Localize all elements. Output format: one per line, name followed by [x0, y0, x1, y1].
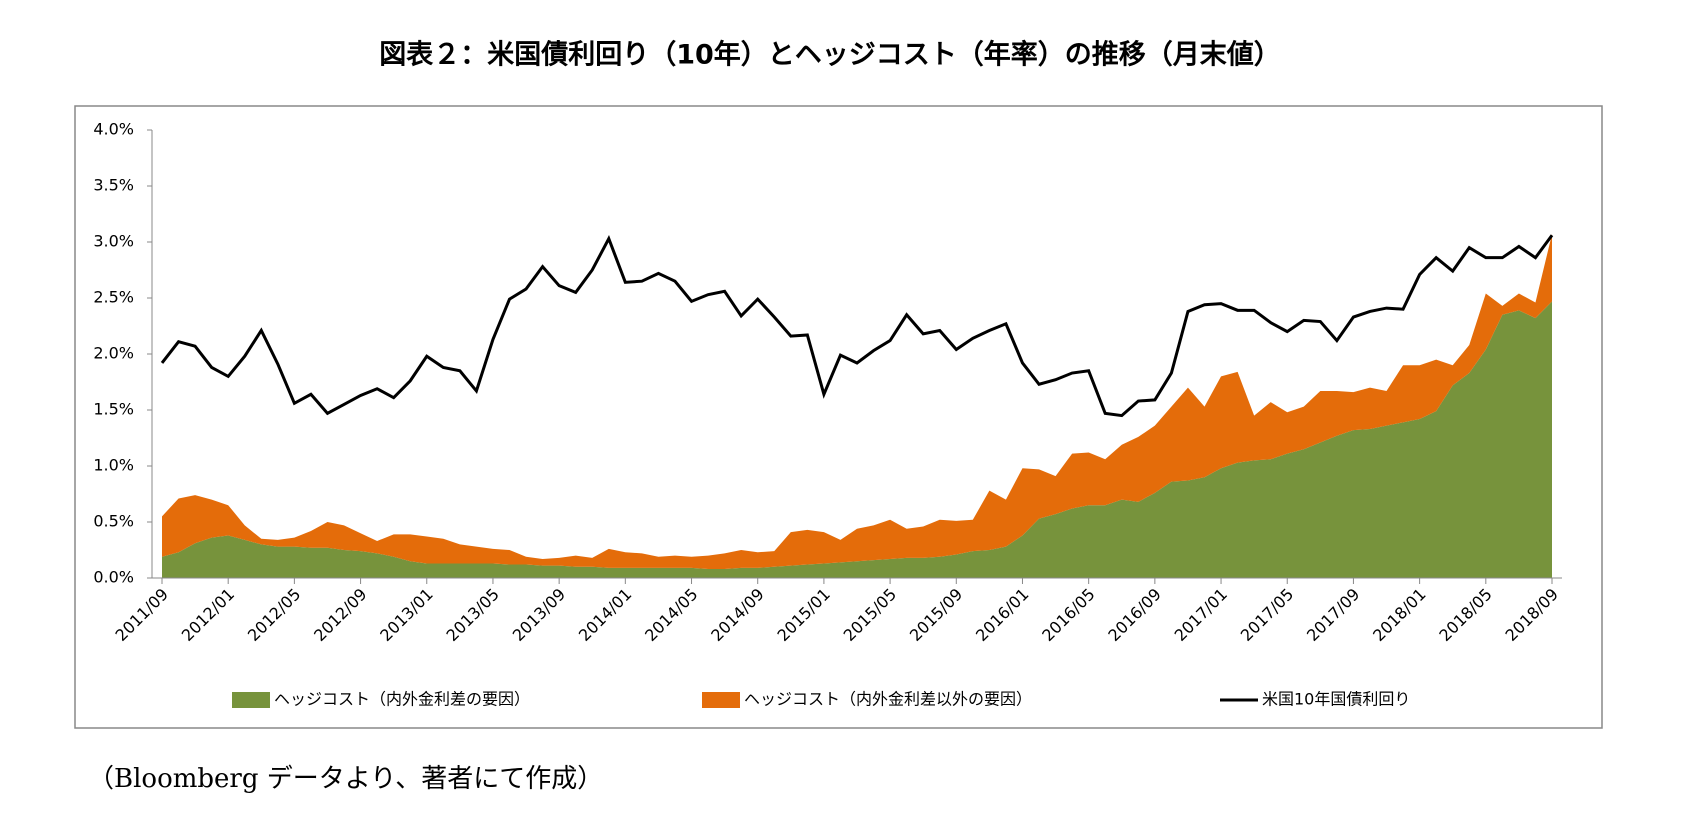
area [162, 301, 1552, 578]
y-tick-label: 4.0% [93, 120, 134, 139]
x-tick-label: 2013/09 [509, 585, 569, 645]
x-tick-label: 2015/09 [906, 585, 966, 645]
legend-label: ヘッジコスト（内外金利差以外の要因） [744, 690, 1032, 709]
x-tick-label: 2012/01 [178, 585, 238, 645]
x-tick-label: 2016/05 [1038, 585, 1098, 645]
y-tick-label: 3.5% [93, 176, 134, 195]
line [160, 234, 1554, 418]
chart-frame [74, 105, 1603, 729]
x-tick-label: 2011/09 [112, 585, 172, 645]
x-tick-label: 2017/09 [1303, 585, 1363, 645]
y-tick-label: 0.0% [93, 568, 134, 587]
legend-label: 米国10年国債利回り [1262, 690, 1410, 709]
x-tick-label: 2012/05 [244, 585, 304, 645]
area [162, 234, 1552, 570]
x-tick-label: 2016/09 [1104, 585, 1164, 645]
x-tick-label: 2014/01 [575, 585, 635, 645]
y-tick-label: 0.5% [93, 512, 134, 531]
x-tick-label: 2014/05 [641, 585, 701, 645]
source-note: （Bloomberg データより、著者にて作成） [88, 764, 603, 794]
legend-swatch [232, 692, 270, 708]
x-tick-label: 2017/01 [1171, 585, 1231, 645]
y-tick-label: 1.0% [93, 456, 134, 475]
x-tick-label: 2018/01 [1369, 585, 1429, 645]
x-tick-label: 2014/09 [707, 585, 767, 645]
y-tick-label: 3.0% [93, 232, 134, 251]
chart-title: 図表２：米国債利回り（10年）とヘッジコスト（年率）の推移（月末値） [379, 39, 1281, 71]
legend-label: ヘッジコスト（内外金利差の要因） [274, 690, 530, 709]
x-tick-label: 2018/05 [1435, 585, 1495, 645]
y-tick-label: 2.5% [93, 288, 134, 307]
x-tick-label: 2015/01 [773, 585, 833, 645]
y-tick-label: 2.0% [93, 344, 134, 363]
x-tick-label: 2016/01 [972, 585, 1032, 645]
x-tick-label: 2012/09 [310, 585, 370, 645]
x-tick-label: 2015/05 [840, 585, 900, 645]
x-tick-label: 2013/01 [376, 585, 436, 645]
x-tick-label: 2013/05 [443, 585, 503, 645]
x-tick-label: 2018/09 [1502, 585, 1562, 645]
y-tick-label: 1.5% [93, 400, 134, 419]
x-tick-label: 2017/05 [1237, 585, 1297, 645]
legend-swatch [702, 692, 740, 708]
